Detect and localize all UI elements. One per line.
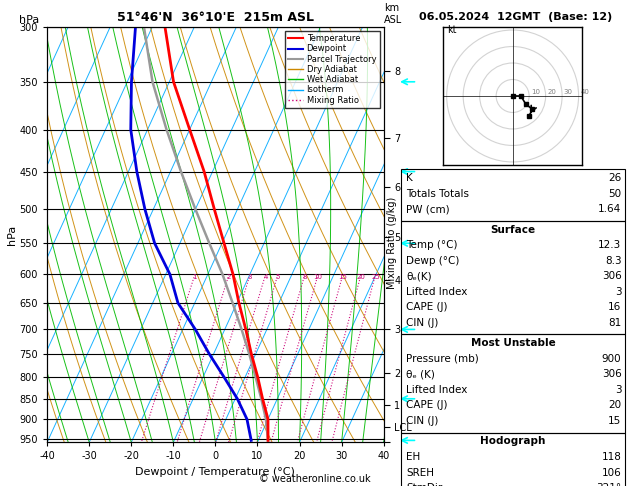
Text: Totals Totals: Totals Totals: [406, 189, 469, 199]
Text: Surface: Surface: [491, 225, 535, 235]
Text: 1.64: 1.64: [598, 204, 621, 214]
Text: 1: 1: [192, 275, 198, 280]
Text: 3: 3: [615, 385, 621, 395]
Text: 306: 306: [602, 369, 621, 380]
Text: 20: 20: [547, 89, 556, 95]
Text: 3: 3: [248, 275, 252, 280]
Text: 306: 306: [602, 271, 621, 281]
Text: StmDir: StmDir: [406, 483, 443, 486]
Text: SREH: SREH: [406, 468, 435, 478]
Text: 321°: 321°: [596, 483, 621, 486]
Text: Dewp (°C): Dewp (°C): [406, 256, 460, 266]
Text: 06.05.2024  12GMT  (Base: 12): 06.05.2024 12GMT (Base: 12): [419, 12, 613, 22]
Text: hPa: hPa: [19, 15, 39, 25]
X-axis label: Dewpoint / Temperature (°C): Dewpoint / Temperature (°C): [135, 467, 296, 477]
Text: 15: 15: [608, 416, 621, 426]
Text: Mixing Ratio (g/kg): Mixing Ratio (g/kg): [387, 197, 398, 289]
Text: Pressure (mb): Pressure (mb): [406, 354, 479, 364]
Text: Lifted Index: Lifted Index: [406, 287, 468, 297]
Text: CIN (J): CIN (J): [406, 416, 438, 426]
Text: 10: 10: [531, 89, 540, 95]
Text: 5: 5: [276, 275, 280, 280]
Text: K: K: [406, 173, 413, 183]
Text: 25: 25: [371, 275, 380, 280]
Text: kt: kt: [447, 25, 456, 35]
Y-axis label: hPa: hPa: [7, 225, 17, 244]
Text: 20: 20: [357, 275, 365, 280]
Text: 50: 50: [608, 189, 621, 199]
Text: 4: 4: [264, 275, 268, 280]
Text: 3: 3: [615, 287, 621, 297]
Text: 30: 30: [564, 89, 573, 95]
Text: 26: 26: [608, 173, 621, 183]
Text: Lifted Index: Lifted Index: [406, 385, 468, 395]
Text: 12.3: 12.3: [598, 240, 621, 250]
Text: 16: 16: [608, 302, 621, 312]
Text: 2: 2: [227, 275, 231, 280]
Text: 900: 900: [602, 354, 621, 364]
Text: θₑ(K): θₑ(K): [406, 271, 432, 281]
Text: θₑ (K): θₑ (K): [406, 369, 435, 380]
Text: 81: 81: [608, 318, 621, 328]
Title: 51°46'N  36°10'E  215m ASL: 51°46'N 36°10'E 215m ASL: [117, 11, 314, 24]
Legend: Temperature, Dewpoint, Parcel Trajectory, Dry Adiabat, Wet Adiabat, Isotherm, Mi: Temperature, Dewpoint, Parcel Trajectory…: [285, 31, 379, 108]
Text: CAPE (J): CAPE (J): [406, 302, 448, 312]
Text: 40: 40: [580, 89, 589, 95]
Text: 10: 10: [314, 275, 323, 280]
Text: 20: 20: [608, 400, 621, 411]
Text: © weatheronline.co.uk: © weatheronline.co.uk: [259, 473, 370, 484]
Text: PW (cm): PW (cm): [406, 204, 450, 214]
Text: 15: 15: [338, 275, 347, 280]
Text: EH: EH: [406, 452, 421, 462]
Text: 118: 118: [601, 452, 621, 462]
Text: 8: 8: [303, 275, 307, 280]
Text: CAPE (J): CAPE (J): [406, 400, 448, 411]
Text: Temp (°C): Temp (°C): [406, 240, 458, 250]
Text: Hodograph: Hodograph: [481, 436, 545, 447]
Text: 106: 106: [602, 468, 621, 478]
Text: km
ASL: km ASL: [384, 3, 402, 25]
Text: CIN (J): CIN (J): [406, 318, 438, 328]
Text: Most Unstable: Most Unstable: [470, 338, 555, 348]
Text: 8.3: 8.3: [605, 256, 621, 266]
